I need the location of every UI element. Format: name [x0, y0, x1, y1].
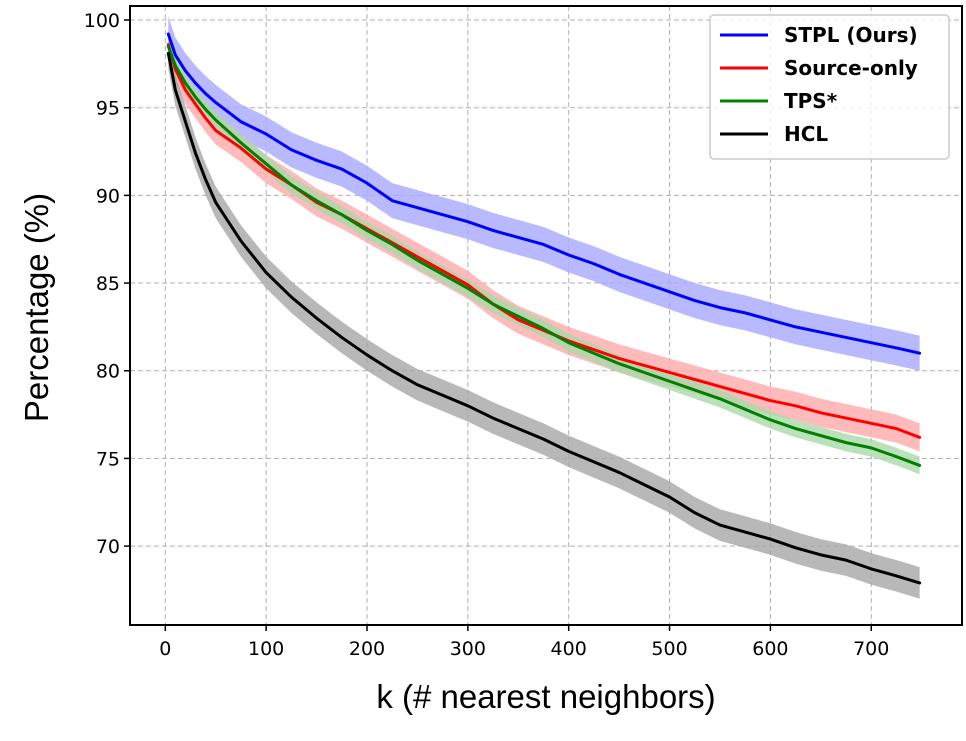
band-series-1: [168, 30, 920, 452]
line-series-2: [166, 44, 922, 467]
x-tick-label: 400: [551, 638, 587, 660]
x-tick-label: 200: [349, 638, 385, 660]
x-tick-label: 100: [248, 638, 284, 660]
y-tick-label: 75: [96, 448, 120, 470]
y-tick-label: 95: [96, 98, 120, 120]
x-tick-label: 500: [651, 638, 687, 660]
y-axis-title: Percentage (%): [18, 193, 55, 422]
legend-entry-label: TPS*: [784, 89, 838, 113]
y-tick-label: 90: [96, 185, 120, 207]
plot-frame: [129, 5, 963, 626]
line-series-3: [166, 51, 922, 585]
x-tick-label: 700: [853, 638, 889, 660]
y-tick-label: 100: [84, 10, 120, 32]
legend-entry-label: STPL (Ours): [784, 23, 918, 47]
x-tick-label: 600: [752, 638, 788, 660]
y-tick-label: 85: [96, 273, 120, 295]
legend: STPL (Ours) Source-only TPS* HCL: [709, 14, 950, 160]
band-series-0: [168, 16, 920, 371]
x-tick-label: 0: [159, 638, 171, 660]
x-axis-title: k (# nearest neighbors): [376, 678, 715, 715]
line-series-1: [166, 43, 922, 439]
x-tick-label: 300: [450, 638, 486, 660]
legend-entry-label: Source-only: [784, 56, 918, 80]
series-lines: [166, 32, 922, 585]
line-series-0: [166, 32, 922, 355]
grid-lines: [130, 6, 962, 625]
y-tick-label: 80: [96, 361, 120, 383]
legend-box: [709, 14, 950, 160]
y-tick-label: 70: [96, 536, 120, 558]
axis-ticks: 0 100 200 300 400 500 600 700 70 75 80 85 90 95 100: [84, 10, 890, 660]
legend-entry-label: HCL: [784, 122, 828, 146]
